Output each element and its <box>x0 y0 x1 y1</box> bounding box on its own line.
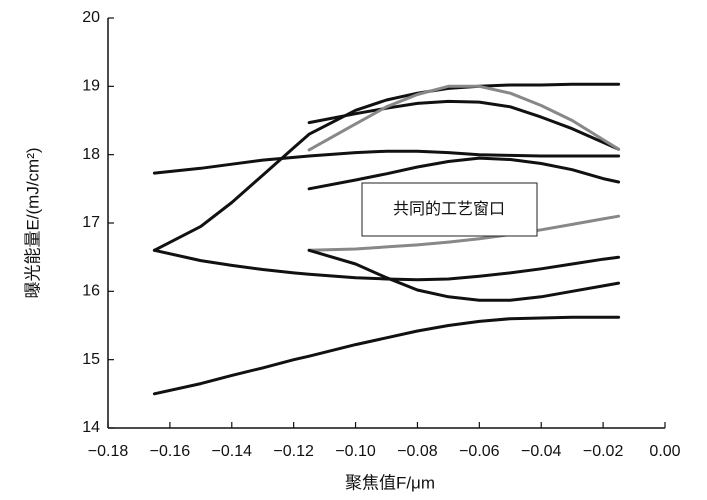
x-tick-label: −0.10 <box>335 443 376 460</box>
x-tick-label: −0.08 <box>397 443 438 460</box>
series-line <box>307 84 621 152</box>
x-tick-label: −0.14 <box>212 443 253 460</box>
x-tick-label: 0.00 <box>649 443 680 460</box>
series-line <box>152 149 621 175</box>
y-tick-label: 16 <box>82 283 100 300</box>
series-line <box>307 99 621 151</box>
series-line <box>152 248 621 282</box>
y-tick-label: 20 <box>82 9 100 26</box>
y-tick-label: 17 <box>82 214 100 231</box>
series-line <box>307 214 621 252</box>
annotation-box <box>361 182 538 237</box>
x-tick-label: −0.02 <box>583 443 624 460</box>
series-line <box>152 315 621 396</box>
y-axis-label: 曝光能量E/(mJ/cm²) <box>23 147 42 298</box>
series-line <box>307 248 621 302</box>
series-line <box>307 156 621 191</box>
x-tick-label: −0.06 <box>459 443 500 460</box>
x-axis-label: 聚焦值F/μm <box>345 473 435 492</box>
y-tick-label: 19 <box>82 78 100 95</box>
plot-area <box>152 82 621 396</box>
y-tick-label: 15 <box>82 351 100 368</box>
x-tick-label: −0.12 <box>273 443 314 460</box>
x-tick-label: −0.18 <box>88 443 129 460</box>
series-line <box>152 82 621 252</box>
x-tick-label: −0.04 <box>521 443 562 460</box>
x-tick-label: −0.16 <box>150 443 191 460</box>
y-tick-label: 18 <box>82 146 100 163</box>
annotation: 共同的工艺窗口 <box>393 200 505 218</box>
y-tick-label: 14 <box>82 419 100 436</box>
